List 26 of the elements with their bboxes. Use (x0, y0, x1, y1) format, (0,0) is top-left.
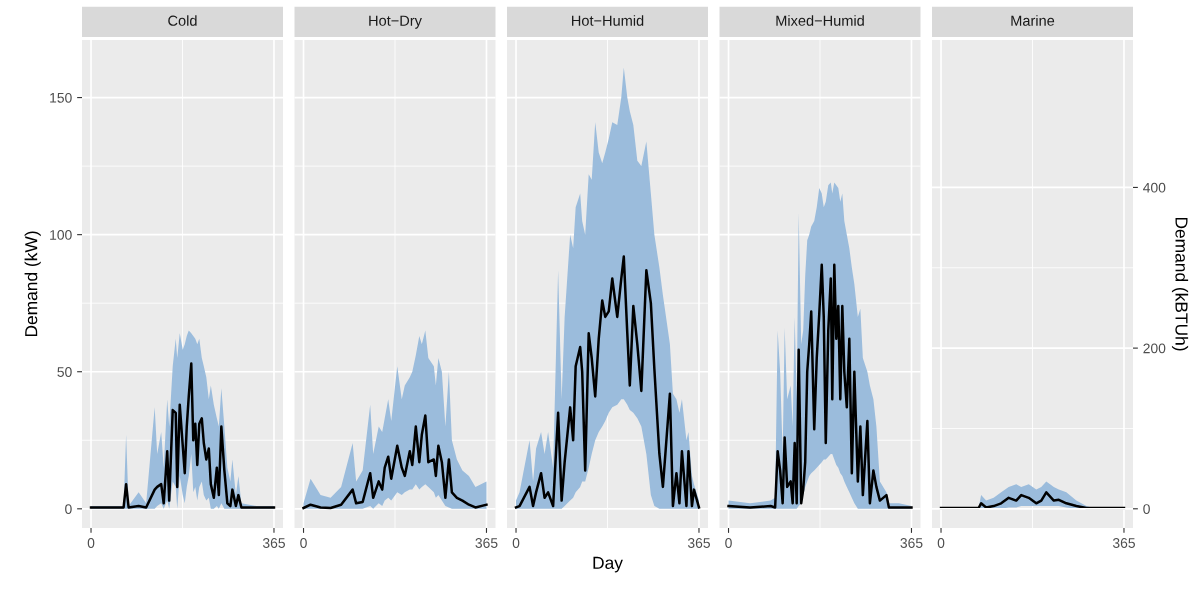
x-tick-label: 365 (1112, 538, 1135, 548)
x-tick-label: 0 (725, 538, 732, 548)
x-tick-label: 0 (300, 538, 307, 548)
x-tick-label: 0 (937, 538, 945, 548)
chart-title: Mixed−Humid (776, 15, 864, 26)
x-tick-label: 365 (687, 538, 710, 548)
chart-title: Hot−Humid (572, 15, 644, 26)
x-tick-label: 365 (475, 538, 498, 548)
x-tick-label: 0 (87, 538, 95, 548)
y2-tick-label: 400 (1143, 182, 1166, 193)
y-tick-label: 100 (50, 229, 72, 240)
chart-title: Marine (1011, 15, 1055, 26)
y2-tick-label: 0 (1143, 504, 1150, 514)
y2-tick-label: 200 (1143, 343, 1166, 354)
chart-title: Cold (168, 15, 197, 26)
y2-axis-title: Demand (kBTUh) (1171, 217, 1189, 351)
y-tick-label: 0 (65, 504, 72, 514)
x-axis-title: Day (593, 556, 623, 573)
y-axis-title: Demand (kW) (24, 231, 41, 337)
chart-title: Hot−Dry (369, 15, 422, 29)
x-tick-label: 365 (900, 538, 923, 548)
y-tick-label: 150 (50, 92, 72, 103)
y-tick-label: 50 (57, 367, 72, 377)
line-series (89, 362, 276, 509)
x-tick-label: 0 (512, 538, 520, 548)
x-tick-label: 365 (262, 538, 285, 548)
